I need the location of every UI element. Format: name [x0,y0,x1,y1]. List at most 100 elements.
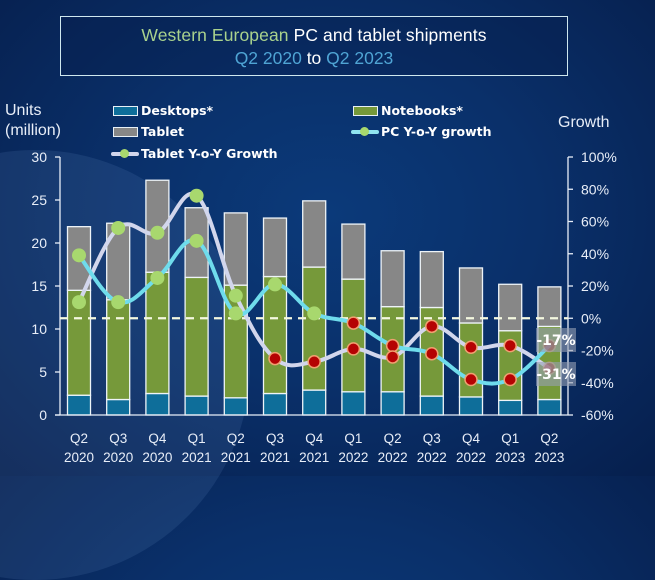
x-tick-quarter: Q1 [344,431,362,446]
tablet-swatch [113,126,138,137]
x-tick-quarter: Q4 [462,431,481,446]
tablet-growth-point [385,350,400,364]
bar-tablet [302,200,327,268]
legend-notebooks-label: Notebooks* [381,103,463,118]
bar-desktops [380,391,405,416]
pc-growth-point [150,270,165,285]
right-axis-tick-label: 100% [581,149,617,165]
x-tick-year: 2021 [260,450,290,465]
callouts-layer: -17% -31% [536,328,576,386]
bar-desktops [184,395,209,416]
x-tick-year: 2021 [182,450,212,465]
bar-desktops [262,392,288,416]
legend-desktops-label: Desktops* [141,103,214,118]
x-tick-quarter: Q4 [148,431,167,446]
chart-title-box: Western European PC and tablet shipments… [60,16,568,76]
x-tick-year: 2023 [534,450,564,465]
tablet-growth-point [111,220,126,235]
bar-desktops [66,394,92,416]
chart-plot: 0 5 10 15 20 25 30 -60% -40% -20% 0% 20% 40% 60% 80% 10… [31,149,616,465]
x-tick-year: 2022 [378,450,408,465]
pc-growth-callout: -17% [536,333,575,349]
pc-growth-point [189,233,204,248]
tablet-growth-point [72,295,86,310]
chart-title: Western European PC and tablet shipments [61,25,567,46]
legend-tablet: Tablet [113,124,184,139]
bar-notebooks [145,271,170,395]
right-axis-tick-label: 40% [581,246,609,262]
right-axis-tick-label: -20% [581,343,614,359]
tablet-growth-point [228,288,243,303]
bar-desktops [223,397,248,416]
right-axis-tick-label: 20% [581,278,609,294]
subtitle-start: Q2 2020 [234,48,302,68]
tablet-growth-point [346,342,361,356]
left-axis-tick-label: 30 [31,149,47,165]
callout-box [536,328,576,352]
subtitle-to: to [301,48,327,68]
x-tick-year: 2020 [142,450,172,465]
chart-subtitle: Q2 2020 to Q2 2023 [61,48,567,69]
x-tick-quarter: Q2 [540,431,558,446]
bar-tablet [223,212,248,286]
bar-desktops [341,391,366,416]
legend-tablet-growth-label: Tablet Y-o-Y Growth [141,146,278,161]
x-tick-quarter: Q3 [266,431,284,446]
left-axis-tick-label: 10 [31,321,47,337]
x-tick-quarter: Q1 [501,431,519,446]
tablet-growth-point [425,319,439,334]
left-axis-tick-label: 0 [39,407,47,423]
title-subject: PC and tablet shipments [288,25,487,45]
legend-tablet-growth: Tablet Y-o-Y Growth [111,146,278,161]
tablet-growth-point [503,338,517,353]
pc-growth-point [228,306,243,321]
bars-layer [66,179,562,416]
title-region: Western European [141,25,289,45]
bar-tablet [537,286,562,328]
bar-notebooks [184,276,209,397]
x-tick-quarter: Q3 [423,431,441,446]
left-axis-tick-label: 5 [39,364,47,380]
pc-growth-point [346,316,361,330]
x-tick-year: 2022 [456,450,486,465]
x-tick-year: 2020 [64,450,94,465]
legend-desktops: Desktops* [113,103,213,118]
pc-growth-point [464,372,478,387]
x-tick-quarter: Q2 [384,431,402,446]
pc-growth-point [72,248,86,263]
x-tick-year: 2023 [495,450,525,465]
left-axis-tick-label: 15 [31,278,47,294]
right-axis-tick-label: 80% [581,181,609,197]
x-tick-quarter: Q2 [227,431,245,446]
tablet-growth-point [150,225,165,240]
bar-tablet [262,217,288,278]
tablet-growth-point [189,188,204,203]
right-axis-tick-label: 0% [581,310,601,326]
bar-desktops [458,396,484,416]
left-axis-title: Units (million) [5,101,61,141]
callout-box [536,362,576,386]
legend-notebooks: Notebooks* [353,103,463,118]
x-tick-year: 2022 [338,450,368,465]
bar-desktops [537,398,562,416]
pc-growth-point [385,338,400,353]
x-tick-quarter: Q2 [70,431,88,446]
x-tick-year: 2020 [103,450,133,465]
x-tick-quarter: Q3 [109,431,127,446]
bar-notebooks [302,266,327,391]
left-axis-tick-label: 25 [31,192,47,208]
legend-pc-growth-label: PC Y-o-Y growth [381,124,492,139]
bar-desktops [419,395,444,416]
pc-growth-point [268,277,282,292]
x-tick-year: 2021 [299,450,329,465]
pc-growth-line-icon [351,126,379,138]
right-axis-title: Growth [558,114,610,131]
x-tick-quarter: Q4 [305,431,324,446]
bar-desktops [498,399,523,416]
bar-tablet [380,250,405,308]
pc-growth-point [425,346,439,361]
axes-layer: 0 5 10 15 20 25 30 -60% -40% -20% 0% 20% 40% 60% 80% 10… [31,149,616,423]
tablet-growth-callout: -31% [536,367,575,383]
x-axis-labels: Q2 2020 Q3 2020 Q4 2020 Q1 2021 Q2 2021 Q3 2021 Q4 20… [64,431,564,465]
bar-tablet [419,250,444,309]
